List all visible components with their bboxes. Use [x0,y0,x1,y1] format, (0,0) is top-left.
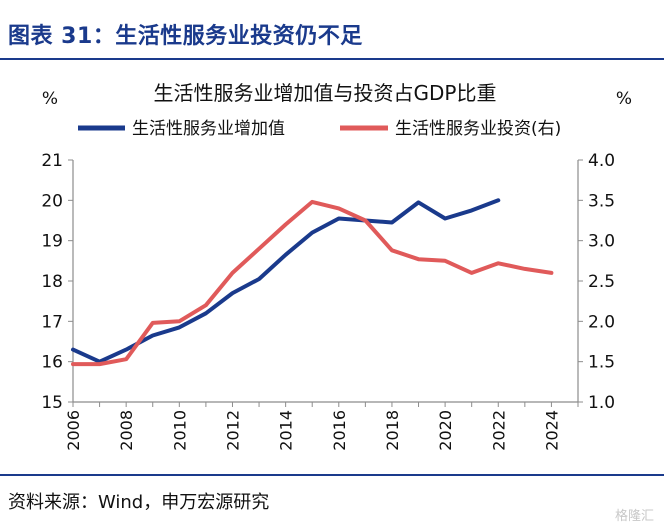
y-left-tick-label: 18 [41,272,63,292]
series-lines [71,198,554,367]
x-tick-label: 2022 [489,410,508,451]
y-left-tick-label: 17 [41,312,63,332]
y-left-tick-label: 15 [41,393,63,413]
x-tick-label: 2014 [277,410,296,451]
y-right-tick-label: 3.0 [588,232,615,252]
x-tick-label: 2012 [223,410,242,451]
legend-label-value-added: 生活性服务业增加值 [132,119,285,139]
y-right-tick-label: 2.0 [588,312,615,332]
y-right-tick-label: 3.5 [588,191,615,211]
x-tick-label: 2024 [542,410,561,451]
top-rule [0,58,664,60]
bottom-rule [0,474,664,476]
y-right-tick-label: 1.0 [588,393,615,413]
y-left-tick-label: 16 [41,353,63,373]
series-line-investment [71,199,554,367]
y-left-tick-label: 20 [41,191,63,211]
source-note: 资料来源：Wind，申万宏源研究 [8,492,270,513]
y-right-tick-label: 2.5 [588,272,615,292]
x-tick-label: 2018 [383,410,402,451]
legend-label-investment: 生活性服务业投资(右) [395,119,561,139]
axes: 15 16 17 18 19 20 21 1.0 1.5 2.0 2.5 3.0 3.5 4.0 2006 2… [41,151,615,451]
x-tick-label: 2006 [64,410,83,451]
y-left-tick-label: 19 [41,232,63,252]
legend: 生活性服务业增加值 生活性服务业投资(右) [78,119,561,139]
chart-title: 生活性服务业增加值与投资占GDP比重 [154,81,497,105]
x-tick-label: 2010 [170,410,189,451]
series-line-value-added [71,198,501,364]
y-right-unit: % [616,89,632,109]
y-left-tick-label: 21 [41,151,63,171]
x-tick-label: 2016 [330,410,349,451]
figure-title: 图表 31：生活性服务业投资仍不足 [8,24,363,49]
y-right-tick-label: 4.0 [588,151,615,171]
y-left-unit: % [42,89,58,109]
x-tick-label: 2020 [436,410,455,451]
watermark: 格隆汇 [614,509,654,524]
x-tick-label: 2008 [117,410,136,451]
y-right-tick-label: 1.5 [588,353,615,373]
